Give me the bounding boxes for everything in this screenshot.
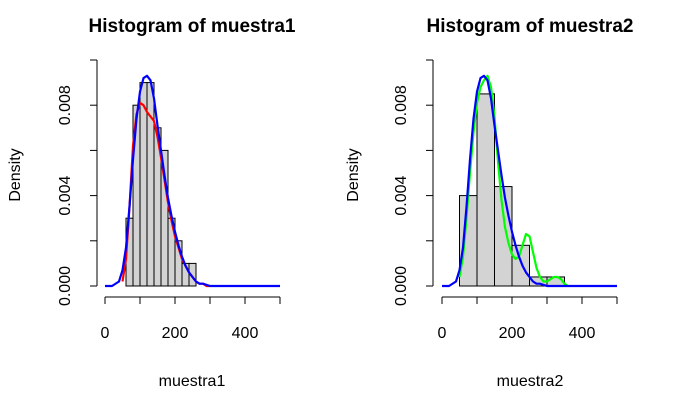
density-curve-2 [105,74,280,288]
panel-muestra1: 0 200 400 0.000 0.004 0.008 Histogram of muest… [7,16,296,390]
density-curve-1 [458,74,569,287]
y-tick-label: 0.000 [57,266,74,306]
x-tick-label: 400 [232,325,259,342]
histogram-bar [494,186,513,287]
x-tick-label: 200 [162,325,189,342]
histogram-bar [139,82,148,287]
x-tick-label: 400 [569,325,596,342]
x-tick-label: 0 [101,325,110,342]
y-axis-label: Density [345,148,362,201]
chart-title: Histogram of muestra2 [427,16,634,37]
y-tick-label: 0.004 [57,175,74,215]
x-axis-label: muestra2 [497,373,564,390]
y-tick-label: 0.000 [393,266,410,306]
y-axis-label: Density [7,148,24,201]
density-curve-2 [442,74,617,288]
histogram-bar [188,262,197,287]
panel-muestra2: 0 200 400 0.000 0.004 0.008 Histogram of muest… [345,16,633,390]
y-tick-label: 0.004 [393,175,410,215]
x-tick-label: 0 [438,325,447,342]
y-tick-label: 0.008 [393,85,410,125]
histogram-bar [476,93,495,287]
chart-title: Histogram of muestra1 [89,16,296,37]
x-axis-label: muestra1 [159,373,226,390]
histogram-bar [511,244,530,287]
y-tick-label: 0.008 [57,85,74,125]
x-tick-label: 200 [499,325,526,342]
